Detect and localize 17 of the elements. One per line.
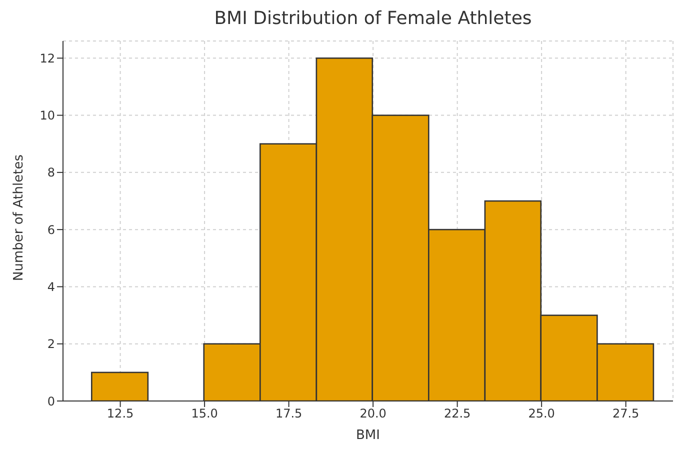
x-tick-label: 15.0	[191, 406, 218, 421]
x-tick-label: 27.5	[612, 406, 640, 421]
y-tick-label: 6	[47, 222, 55, 237]
y-tick-label: 4	[47, 280, 55, 294]
y-tick-label: 12	[40, 51, 55, 66]
x-tick-label: 12.5	[106, 406, 134, 421]
x-axis-title: BMI	[356, 428, 380, 443]
y-tick-label: 8	[47, 166, 55, 180]
x-tick-label: 25.0	[528, 406, 555, 421]
chart-title: BMI Distribution of Female Athletes	[213, 8, 533, 31]
y-tick-label: 2	[47, 337, 55, 352]
x-tick-label: 17.5	[275, 406, 302, 421]
x-tick-label: 20.0	[360, 406, 386, 421]
y-tick-label: 0	[47, 394, 55, 408]
y-axis-title: Number of Athletes	[12, 154, 27, 281]
y-tick-label: 10	[40, 108, 55, 123]
x-tick-label: 22.5	[444, 406, 471, 421]
